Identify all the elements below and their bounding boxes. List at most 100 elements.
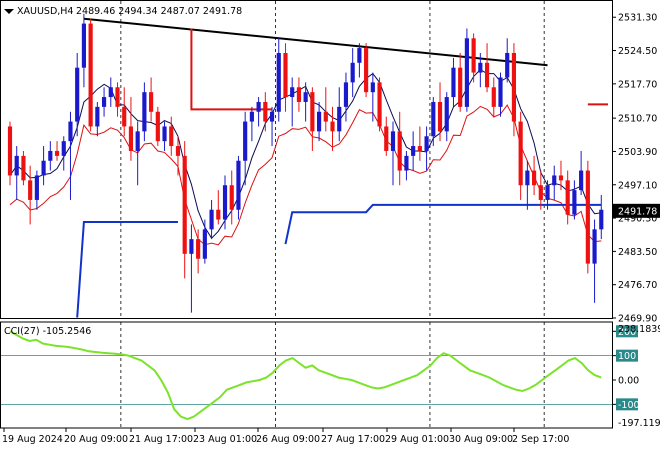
cci-tick-label: 100 [618, 351, 636, 362]
candle-body [209, 209, 214, 230]
cci-scale-min: -197.1194 [618, 418, 660, 429]
current-price-label: 2491.78 [618, 206, 657, 217]
candle-body [471, 38, 476, 73]
candle-body [552, 175, 557, 186]
trendline [83, 17, 548, 67]
candle-body [115, 87, 120, 107]
candle-body [558, 175, 564, 181]
candle-body [162, 126, 167, 142]
x-tick-label: 23 Aug 01:00 [193, 434, 257, 445]
cci-tick-bg [616, 349, 638, 362]
cci-indicator [1, 330, 612, 421]
cci-tick-label: 0.00 [618, 375, 639, 386]
candle-body [545, 185, 550, 200]
candle-body [236, 160, 241, 210]
candle-body [377, 82, 382, 127]
price-tick-label: 2503.90 [618, 147, 657, 158]
candle-body [229, 185, 234, 210]
chart-symbol: XAUUSD,H4 [17, 6, 73, 17]
candle-body [579, 170, 584, 191]
x-tick-label: 21 Aug 17:00 [129, 434, 193, 445]
candle-body [491, 87, 496, 107]
candle-body [370, 82, 375, 93]
cci-tick-label: 200 [618, 327, 636, 338]
price-tick-label: 2524.50 [618, 46, 657, 57]
candle-body [28, 180, 33, 200]
price-tick-label: 2517.70 [618, 79, 657, 90]
candle-body [350, 62, 355, 83]
candle-body [592, 229, 597, 264]
candle-body [122, 106, 127, 127]
candle-body [135, 131, 140, 151]
candle-body [505, 52, 510, 78]
candle-body [565, 180, 570, 215]
candle-body [384, 126, 389, 151]
candle-body [498, 77, 503, 107]
x-tick-label: 30 Aug 09:00 [449, 434, 513, 445]
candle-body [7, 126, 13, 176]
cci-tick-bg [616, 398, 638, 411]
ma-fast-line [9, 104, 602, 246]
candle-body [316, 111, 322, 132]
support-line [76, 220, 178, 318]
candle-body [397, 131, 402, 171]
candle-body [364, 48, 369, 93]
candle-body [532, 170, 537, 186]
candle-body [128, 126, 134, 151]
candle-body [216, 209, 221, 220]
candle-body [88, 23, 93, 127]
candle-body [263, 101, 268, 122]
price-tick-label: 2510.70 [618, 114, 657, 125]
candle-body [390, 131, 396, 151]
candle-body [343, 82, 349, 107]
candle-body [142, 92, 147, 132]
candle-body [202, 229, 207, 259]
cci-tick-label: -100 [618, 400, 640, 411]
cci-line [9, 330, 602, 421]
price-tick-label: 2483.50 [618, 247, 657, 258]
candle-body [511, 52, 517, 122]
candle-body [169, 126, 174, 147]
candle-body [61, 141, 66, 156]
price-chart [7, 13, 608, 318]
price-tick-label: 2469.90 [618, 314, 657, 325]
x-tick-label: 20 Aug 09:00 [64, 434, 128, 445]
candle-body [518, 121, 523, 186]
candle-body [337, 106, 342, 132]
candle-body [155, 111, 160, 142]
candle-body [196, 239, 201, 259]
cci-tick-bg [616, 325, 638, 338]
candle-body [175, 146, 181, 156]
candle-body [444, 97, 449, 132]
chart-ohlc: 2489.46 2494.34 2487.07 2491.78 [76, 6, 242, 17]
candle-body [81, 23, 86, 68]
candle-body [484, 62, 490, 88]
candle-body [276, 52, 281, 112]
candle-body [458, 67, 463, 107]
candle-body [243, 121, 248, 161]
candle-body [404, 155, 409, 171]
candle-body [417, 146, 422, 151]
candle-body [249, 111, 254, 122]
candle-body [95, 106, 100, 127]
candle-body [357, 48, 362, 63]
candle-body [330, 121, 335, 132]
candle-body [424, 136, 429, 151]
candle-body [599, 209, 604, 230]
candle-body [108, 87, 113, 98]
candle-body [290, 87, 295, 98]
x-tick-label: 29 Aug 01:00 [385, 434, 449, 445]
price-tick-label: 2531.30 [618, 13, 657, 24]
candle-body [283, 52, 288, 98]
candle-body [68, 121, 73, 142]
candle-body [451, 67, 456, 98]
candle-body [296, 87, 302, 102]
price-tick-label: 2476.70 [618, 280, 657, 291]
x-tick-label: 26 Aug 09:00 [256, 434, 320, 445]
candle-body [101, 97, 107, 107]
price-tick-label: 2490.30 [618, 214, 657, 225]
candle-body [464, 38, 469, 107]
candle-body [41, 160, 46, 176]
candle-body [303, 92, 308, 102]
